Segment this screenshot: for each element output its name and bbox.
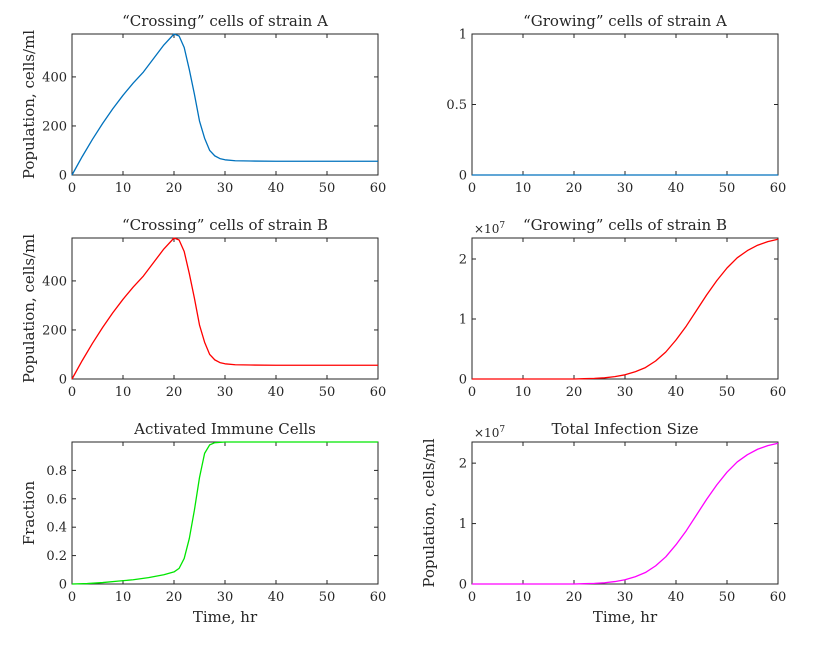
x-tick-label: 50	[719, 181, 736, 196]
chart-panel-1: 0 10 20 30 40 50 60 0 200 400 “Crossing” cells of …	[20, 12, 386, 196]
series-line	[472, 238, 779, 380]
y-axis-label: Fraction	[20, 480, 38, 545]
x-tick-label: 10	[515, 181, 532, 196]
x-tick-label: 60	[370, 181, 387, 196]
axes-box	[471, 441, 779, 585]
x-tick-label: 20	[166, 181, 183, 196]
y-tick-label: 0	[59, 578, 67, 593]
x-tick-label: 30	[217, 590, 234, 605]
y-tick-label: 1	[459, 313, 467, 328]
y-tick-label: 0.6	[46, 492, 67, 507]
y-axis-label: Population, cells/ml	[20, 30, 38, 179]
y-tick-label: 400	[42, 70, 67, 85]
chart-panel-4: 0 10 20 30 40 50 60 0 1 2 ×107 “Growing” cells of s…	[459, 216, 787, 400]
x-tick-label: 0	[68, 181, 76, 196]
chart-panel-6: 0 10 20 30 40 50 60 0 1 2 ×107 Total Infection Size…	[420, 420, 786, 626]
chart-panel-2: 0 10 20 30 40 50 60 0 0.5 1 “Growing” cells of str…	[446, 12, 786, 196]
x-tick-label: 0	[68, 385, 76, 400]
x-tick-label: 0	[68, 590, 76, 605]
chart-panel-3: 0 10 20 30 40 50 60 0 200 400 “Crossing” cells of …	[20, 216, 386, 400]
x-tick-label: 60	[770, 181, 787, 196]
x-tick-label: 20	[166, 385, 183, 400]
y-tick-label: 0	[459, 578, 467, 593]
x-tick-label: 40	[268, 385, 285, 400]
y-tick-label: 0	[59, 169, 67, 184]
chart-title: “Crossing” cells of strain A	[122, 12, 328, 30]
x-tick-label: 50	[319, 181, 336, 196]
chart-title: “Crossing” cells of strain B	[122, 216, 328, 234]
series-line	[71, 33, 378, 176]
x-tick-label: 50	[319, 385, 336, 400]
chart-title: Activated Immune Cells	[133, 420, 316, 438]
axes-box	[71, 33, 379, 176]
x-tick-label: 10	[115, 385, 132, 400]
chart-title: Total Infection Size	[552, 420, 699, 438]
y-exponent-power: 7	[499, 221, 505, 231]
y-tick-label: 0.8	[46, 464, 67, 479]
x-tick-label: 60	[770, 590, 787, 605]
x-tick-label: 20	[566, 590, 583, 605]
y-tick-label: 0.4	[46, 521, 67, 536]
y-tick-label: 0	[459, 169, 467, 184]
chart-title: “Growing” cells of strain B	[523, 216, 727, 234]
y-tick-label: 0	[59, 373, 67, 388]
series-line	[71, 237, 378, 380]
x-tick-label: 50	[319, 590, 336, 605]
x-tick-label: 50	[719, 590, 736, 605]
y-exponent-label: ×107	[474, 221, 505, 236]
y-tick-label: 1	[459, 517, 467, 532]
y-axis-label: Population, cells/ml	[20, 234, 38, 383]
x-tick-label: 60	[370, 385, 387, 400]
x-tick-label: 0	[468, 590, 476, 605]
y-tick-label: 0	[459, 373, 467, 388]
x-tick-label: 20	[566, 385, 583, 400]
y-exponent-power: 7	[499, 425, 505, 435]
x-axis-label: Time, hr	[593, 608, 658, 626]
x-tick-label: 30	[617, 590, 634, 605]
y-tick-label: 400	[42, 274, 67, 289]
axes-box	[471, 237, 779, 380]
x-tick-label: 30	[217, 181, 234, 196]
y-tick-label: 0.5	[446, 98, 467, 113]
x-tick-label: 40	[268, 590, 285, 605]
x-tick-label: 40	[268, 181, 285, 196]
axes-box	[71, 237, 379, 380]
y-tick-label: 200	[42, 323, 67, 338]
y-tick-label: 0.2	[46, 549, 67, 564]
y-tick-label: 2	[459, 457, 467, 472]
x-tick-label: 40	[668, 590, 685, 605]
x-tick-label: 60	[770, 385, 787, 400]
y-axis-label: Population, cells/ml	[420, 438, 438, 587]
series-line	[71, 441, 378, 585]
x-tick-label: 0	[468, 385, 476, 400]
y-tick-label: 1	[459, 28, 467, 43]
x-tick-label: 10	[115, 181, 132, 196]
y-tick-label: 2	[459, 253, 467, 268]
y-tick-label: 200	[42, 119, 67, 134]
x-tick-label: 0	[468, 181, 476, 196]
series-line	[472, 442, 779, 585]
x-tick-label: 10	[115, 590, 132, 605]
x-tick-label: 60	[370, 590, 387, 605]
x-tick-label: 50	[719, 385, 736, 400]
x-tick-label: 20	[566, 181, 583, 196]
chart-title: “Growing” cells of strain A	[523, 12, 727, 30]
x-tick-label: 30	[617, 385, 634, 400]
axes-box	[71, 441, 379, 585]
y-exponent-label: ×107	[474, 425, 505, 440]
x-tick-label: 10	[515, 590, 532, 605]
x-tick-label: 10	[515, 385, 532, 400]
axes-box	[471, 33, 779, 176]
x-tick-label: 30	[217, 385, 234, 400]
x-tick-label: 20	[166, 590, 183, 605]
x-tick-label: 40	[668, 385, 685, 400]
x-tick-label: 30	[617, 181, 634, 196]
x-axis-label: Time, hr	[193, 608, 258, 626]
x-tick-label: 40	[668, 181, 685, 196]
chart-panel-5: 0 10 20 30 40 50 60 0 0.2 0.4 0.6 0.8 Activated Immu…	[20, 420, 386, 626]
